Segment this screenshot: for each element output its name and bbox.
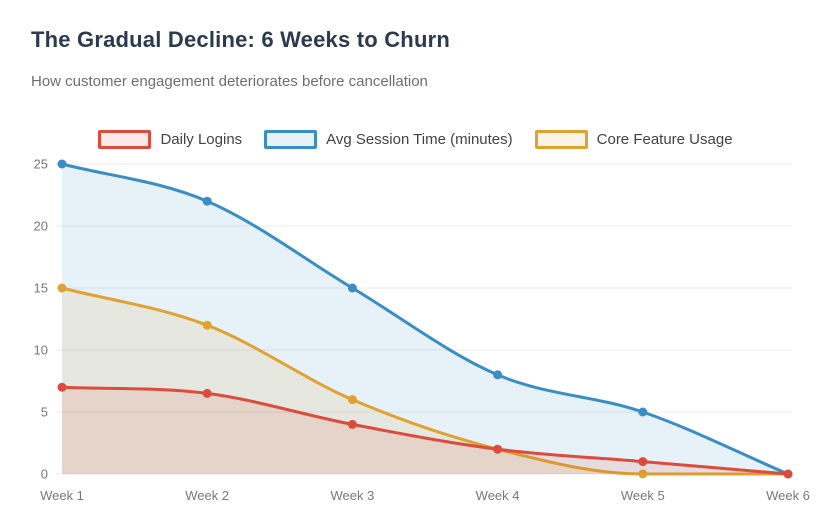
data-point-core-feature-usage-week-2[interactable] (202, 320, 212, 330)
data-point-daily-logins-week-1[interactable] (57, 382, 67, 392)
series-area-avg-session-time-minutes (62, 164, 788, 474)
legend-label: Daily Logins (160, 131, 243, 148)
series-area-core-feature-usage (62, 288, 788, 474)
y-tick-label: 0 (41, 467, 48, 482)
series-line-core-feature-usage (60, 286, 790, 476)
series-line-daily-logins (60, 385, 790, 476)
data-point-daily-logins-week-4[interactable] (493, 444, 503, 454)
data-point-daily-logins-week-6[interactable] (783, 469, 793, 479)
page-subtitle: How customer engagement deteriorates bef… (31, 73, 428, 90)
legend-swatch-daily-logins (98, 130, 152, 149)
x-tick-label: Week 5 (621, 488, 665, 503)
legend-swatch-avg-session-time-minutes (264, 130, 318, 149)
y-tick-label: 5 (41, 405, 48, 420)
chart-legend: Daily Logins Avg Session Time (minutes) Co… (0, 130, 831, 149)
data-point-avg-session-time-minutes-week-4[interactable] (493, 370, 503, 380)
legend-swatch-core-feature-usage (534, 130, 588, 149)
data-point-avg-session-time-minutes-week-2[interactable] (202, 196, 212, 206)
x-tick-label: Week 2 (185, 488, 229, 503)
data-point-core-feature-usage-week-1[interactable] (57, 283, 67, 293)
data-point-avg-session-time-minutes-week-3[interactable] (347, 283, 357, 293)
data-point-avg-session-time-minutes-week-1[interactable] (57, 159, 67, 169)
series-area-daily-logins (62, 387, 788, 474)
x-tick-label: Week 1 (40, 488, 84, 503)
data-point-daily-logins-week-5[interactable] (638, 457, 648, 467)
legend-label: Avg Session Time (minutes) (326, 131, 513, 148)
y-tick-label: 15 (34, 281, 48, 296)
data-point-daily-logins-week-2[interactable] (202, 388, 212, 398)
legend-label: Core Feature Usage (596, 131, 733, 148)
y-tick-label: 25 (34, 157, 48, 172)
data-point-daily-logins-week-3[interactable] (347, 419, 357, 429)
y-tick-label: 10 (34, 343, 48, 358)
page-title: The Gradual Decline: 6 Weeks to Churn (31, 27, 450, 52)
x-tick-label: Week 6 (766, 488, 810, 503)
data-point-core-feature-usage-week-5[interactable] (638, 469, 648, 479)
legend-item-core-feature-usage[interactable]: Core Feature Usage (534, 130, 733, 149)
y-tick-label: 20 (34, 219, 48, 234)
x-tick-label: Week 3 (330, 488, 374, 503)
x-tick-label: Week 4 (476, 488, 520, 503)
data-point-avg-session-time-minutes-week-5[interactable] (638, 407, 648, 417)
data-point-core-feature-usage-week-3[interactable] (347, 395, 357, 405)
series-line-avg-session-time-minutes (60, 162, 790, 476)
legend-item-daily-logins[interactable]: Daily Logins (98, 130, 242, 149)
legend-item-avg-session-time-minutes[interactable]: Avg Session Time (minutes) (264, 130, 513, 149)
